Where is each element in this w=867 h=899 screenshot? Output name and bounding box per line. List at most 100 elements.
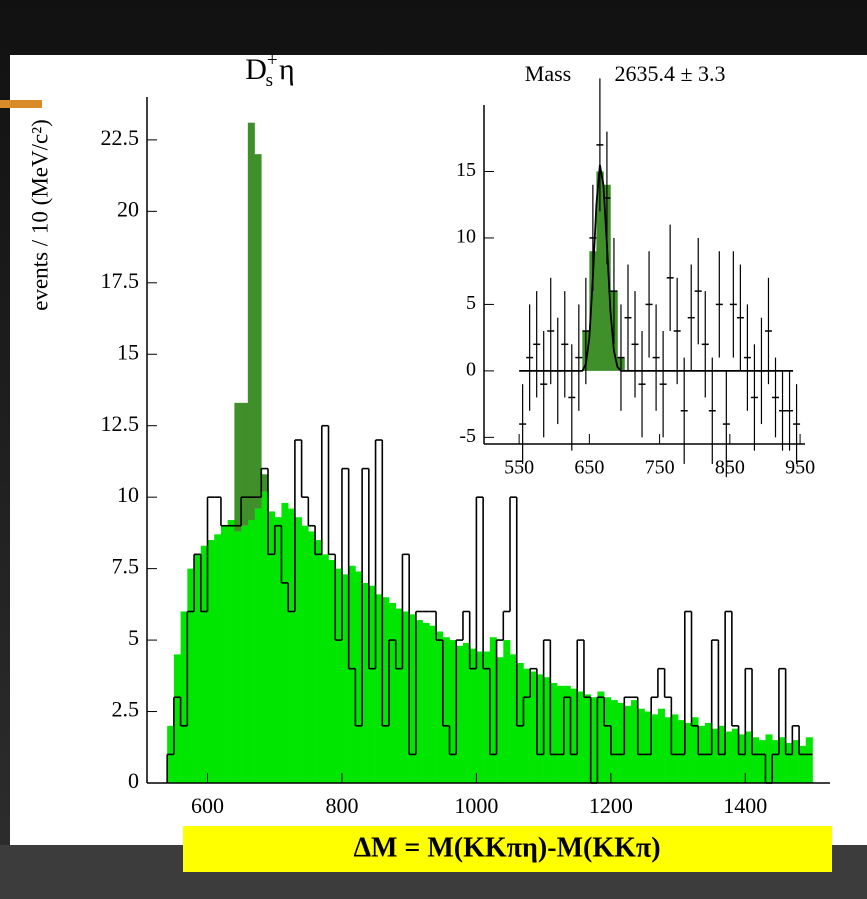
histogram-bar xyxy=(449,640,457,783)
histogram-bar xyxy=(362,582,370,783)
histogram-bar xyxy=(711,728,719,783)
histogram-bar xyxy=(368,585,376,783)
histogram-bar xyxy=(321,554,329,783)
histogram-bar xyxy=(523,668,531,783)
histogram-bar xyxy=(389,602,397,783)
histogram-bar xyxy=(241,402,249,526)
histogram-bar xyxy=(187,568,195,783)
y-tick-label: 20 xyxy=(117,196,139,221)
histogram-bar xyxy=(462,642,470,783)
x-tick-label: 600 xyxy=(191,793,224,818)
y-tick-label: 7.5 xyxy=(112,554,140,579)
y-axis-label: events / 10 (MeV/c²) xyxy=(27,119,52,310)
histogram-bar xyxy=(409,614,417,783)
histogram-bar xyxy=(429,625,437,783)
histogram-bar xyxy=(799,745,807,783)
y-tick-label: 22.5 xyxy=(101,125,140,150)
histogram-bar xyxy=(288,508,296,783)
histogram-bar xyxy=(274,517,282,783)
x-tick-label: 550 xyxy=(504,457,534,479)
histogram-bar xyxy=(395,608,403,783)
title-sub: s xyxy=(266,70,273,91)
histogram-bar xyxy=(644,711,652,783)
title-tail: η xyxy=(279,53,295,86)
histogram-bar xyxy=(496,657,504,783)
decoration xyxy=(0,100,42,108)
histogram-bar xyxy=(604,697,612,783)
title-base: D xyxy=(245,53,267,86)
y-tick-label: 5 xyxy=(466,292,476,314)
y-tick-label: 0 xyxy=(128,768,139,793)
histogram-bar xyxy=(415,620,423,783)
histogram-bar xyxy=(247,122,255,521)
histogram-bar xyxy=(664,717,672,783)
histogram-bar xyxy=(516,662,524,783)
histogram-bar xyxy=(436,631,444,783)
x-tick-label: 1400 xyxy=(723,793,767,818)
histogram-bar xyxy=(469,648,477,783)
histogram-bar xyxy=(563,685,571,783)
histogram-bar xyxy=(678,720,686,783)
histogram-bar xyxy=(577,691,585,783)
histogram-bar xyxy=(536,674,544,783)
histogram-bar xyxy=(583,694,591,783)
histogram-bar xyxy=(268,511,276,783)
chart-title: D+ s η xyxy=(245,50,295,91)
histogram-bar xyxy=(328,560,336,783)
histogram-bar xyxy=(725,731,733,783)
histogram-bar xyxy=(785,742,793,783)
histogram-bar xyxy=(483,651,491,783)
histogram-bar xyxy=(557,685,565,783)
histogram-bar xyxy=(503,640,511,783)
y-tick-label: 5 xyxy=(128,625,139,650)
histogram-bar xyxy=(610,700,618,783)
histogram-bar xyxy=(637,708,645,783)
y-tick-label: 10 xyxy=(117,482,139,507)
histogram-bar xyxy=(241,525,249,783)
signal-bar xyxy=(596,171,604,371)
histogram-bar xyxy=(805,737,813,783)
histogram-bar xyxy=(510,654,518,783)
y-tick-label: -5 xyxy=(459,425,476,447)
histogram-bar xyxy=(631,700,639,783)
histogram-bar xyxy=(402,611,410,783)
histogram-bar xyxy=(489,637,497,783)
histogram-bar xyxy=(335,568,343,783)
histogram-bar xyxy=(194,554,202,783)
histogram-bar xyxy=(341,574,349,783)
histogram-bar xyxy=(308,531,316,783)
histogram-bar xyxy=(254,154,262,509)
x-tick-label: 950 xyxy=(785,457,815,479)
histogram-bar xyxy=(772,740,780,783)
x-tick-label: 650 xyxy=(574,457,604,479)
x-tick-label: 1200 xyxy=(589,793,633,818)
histogram-bar xyxy=(375,594,383,783)
histogram-bar xyxy=(731,728,739,783)
y-tick-label: 2.5 xyxy=(112,697,140,722)
histogram-bar xyxy=(234,402,242,532)
inset-plot: -5 0 5 10 15 550 650 750 850 950 xyxy=(456,78,815,479)
histogram-bar xyxy=(281,502,289,783)
histogram-bar xyxy=(738,734,746,783)
histogram-bar xyxy=(651,714,659,783)
main-plot: 0 2.5 5 7.5 10 12.5 15 17.5 20 22.5 600 800 1000 1200… xyxy=(101,97,830,818)
y-tick-label: 15 xyxy=(456,159,476,181)
histogram-bar xyxy=(227,520,235,783)
histogram-bar xyxy=(173,654,181,783)
histogram-bar xyxy=(315,540,323,783)
histogram-bar xyxy=(570,688,578,783)
histogram-bar xyxy=(261,474,269,492)
histogram-bar xyxy=(261,491,269,783)
histogram-bar xyxy=(294,517,302,783)
y-tick-label: 0 xyxy=(466,358,476,380)
histogram-bar xyxy=(543,677,551,783)
histogram-bar xyxy=(624,705,632,783)
x-axis-label: ΔM = M(KKπη)-M(KKπ) xyxy=(353,832,660,863)
title-sup: + xyxy=(267,50,278,71)
histogram-bar xyxy=(671,714,679,783)
y-tick-label: 10 xyxy=(456,226,476,248)
histogram-bar xyxy=(758,740,766,783)
histogram-bar xyxy=(597,691,605,783)
